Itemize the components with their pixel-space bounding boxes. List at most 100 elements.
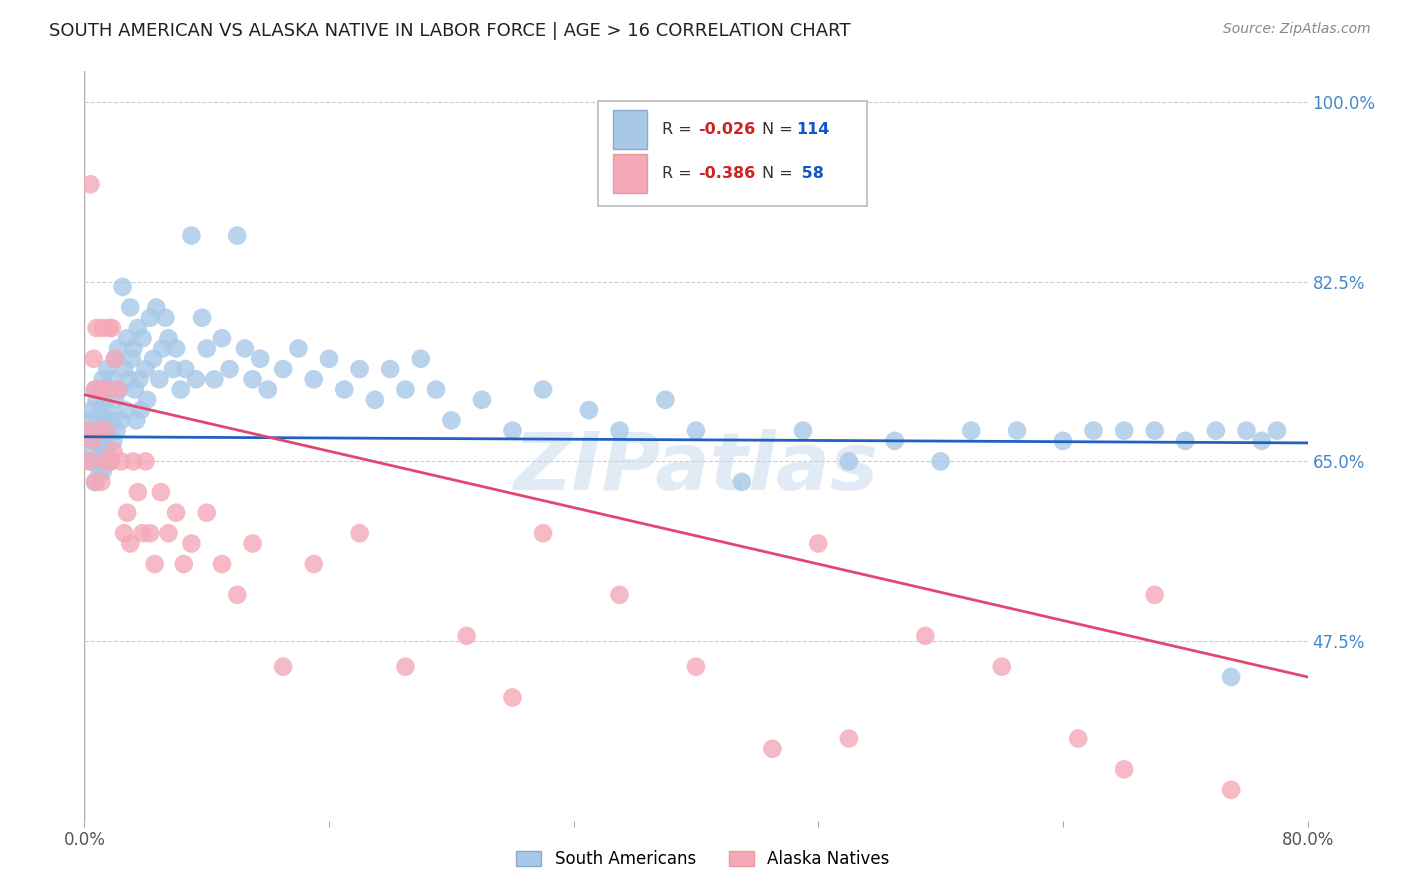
Point	[242, 372, 264, 386]
Point	[97, 383, 120, 397]
Point	[502, 690, 524, 705]
Point	[86, 392, 108, 407]
Point	[685, 659, 707, 673]
Point	[115, 331, 138, 345]
Point	[136, 392, 159, 407]
Point	[471, 392, 494, 407]
Point	[1114, 762, 1136, 776]
Point	[118, 372, 141, 386]
Point	[131, 331, 153, 345]
Point	[409, 351, 432, 366]
Point	[578, 403, 600, 417]
Point	[79, 178, 101, 192]
Point	[929, 454, 952, 468]
Point	[110, 454, 132, 468]
Point	[77, 444, 100, 458]
Point	[107, 342, 129, 356]
Point	[991, 659, 1014, 673]
Point	[87, 454, 110, 468]
Point	[1220, 782, 1243, 797]
Point	[883, 434, 905, 448]
Point	[502, 424, 524, 438]
Point	[157, 331, 180, 345]
Point	[120, 536, 142, 550]
Point	[1174, 434, 1197, 448]
Point	[120, 301, 142, 315]
Point	[174, 362, 197, 376]
Point	[1236, 424, 1258, 438]
Point	[86, 321, 108, 335]
Point	[609, 588, 631, 602]
Point	[914, 629, 936, 643]
Text: -0.386: -0.386	[699, 166, 755, 181]
Point	[96, 383, 118, 397]
Point	[271, 362, 294, 376]
Point	[94, 454, 117, 468]
Point	[173, 557, 195, 571]
Point	[960, 424, 983, 438]
Point	[94, 424, 117, 438]
Point	[91, 321, 114, 335]
Point	[218, 362, 240, 376]
Point	[84, 475, 107, 489]
Point	[103, 444, 125, 458]
Point	[93, 454, 115, 468]
Point	[90, 475, 112, 489]
Point	[94, 413, 117, 427]
Point	[105, 424, 128, 438]
Point	[115, 506, 138, 520]
Point	[98, 454, 121, 468]
Point	[122, 454, 145, 468]
Point	[271, 659, 294, 673]
Point	[112, 526, 135, 541]
Point	[127, 321, 149, 335]
Point	[302, 372, 325, 386]
Point	[101, 321, 124, 335]
Point	[108, 383, 131, 397]
Point	[98, 454, 121, 468]
Point	[80, 403, 103, 417]
Point	[97, 321, 120, 335]
Point	[103, 434, 125, 448]
Point	[1114, 424, 1136, 438]
Point	[807, 536, 830, 550]
Point	[104, 351, 127, 366]
Point	[456, 629, 478, 643]
Text: -0.026: -0.026	[699, 122, 755, 137]
Point	[425, 383, 447, 397]
Point	[90, 403, 112, 417]
Point	[211, 557, 233, 571]
Point	[531, 526, 554, 541]
Point	[1052, 434, 1074, 448]
Text: N =: N =	[762, 122, 797, 137]
Point	[1250, 434, 1272, 448]
Point	[233, 342, 256, 356]
Point	[242, 536, 264, 550]
Text: R =: R =	[662, 122, 696, 137]
Point	[761, 741, 783, 756]
Point	[1005, 424, 1028, 438]
Point	[114, 403, 136, 417]
Point	[1083, 424, 1105, 438]
Point	[93, 392, 115, 407]
Point	[93, 434, 115, 448]
Point	[135, 454, 157, 468]
Text: 114: 114	[796, 122, 830, 137]
Point	[654, 392, 676, 407]
Point	[202, 372, 225, 386]
Point	[83, 351, 105, 366]
Point	[1143, 588, 1166, 602]
Point	[149, 485, 172, 500]
Point	[1220, 670, 1243, 684]
Point	[96, 444, 118, 458]
Point	[128, 372, 150, 386]
Point	[211, 331, 233, 345]
Point	[127, 485, 149, 500]
Point	[731, 475, 754, 489]
Point	[91, 372, 114, 386]
Point	[184, 372, 207, 386]
Point	[89, 383, 111, 397]
Point	[112, 362, 135, 376]
Point	[302, 557, 325, 571]
Point	[124, 383, 146, 397]
